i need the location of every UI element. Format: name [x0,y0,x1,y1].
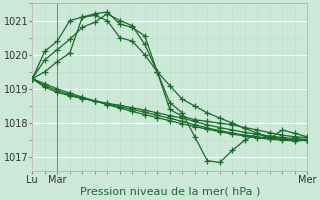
X-axis label: Pression niveau de la mer( hPa ): Pression niveau de la mer( hPa ) [80,187,260,197]
